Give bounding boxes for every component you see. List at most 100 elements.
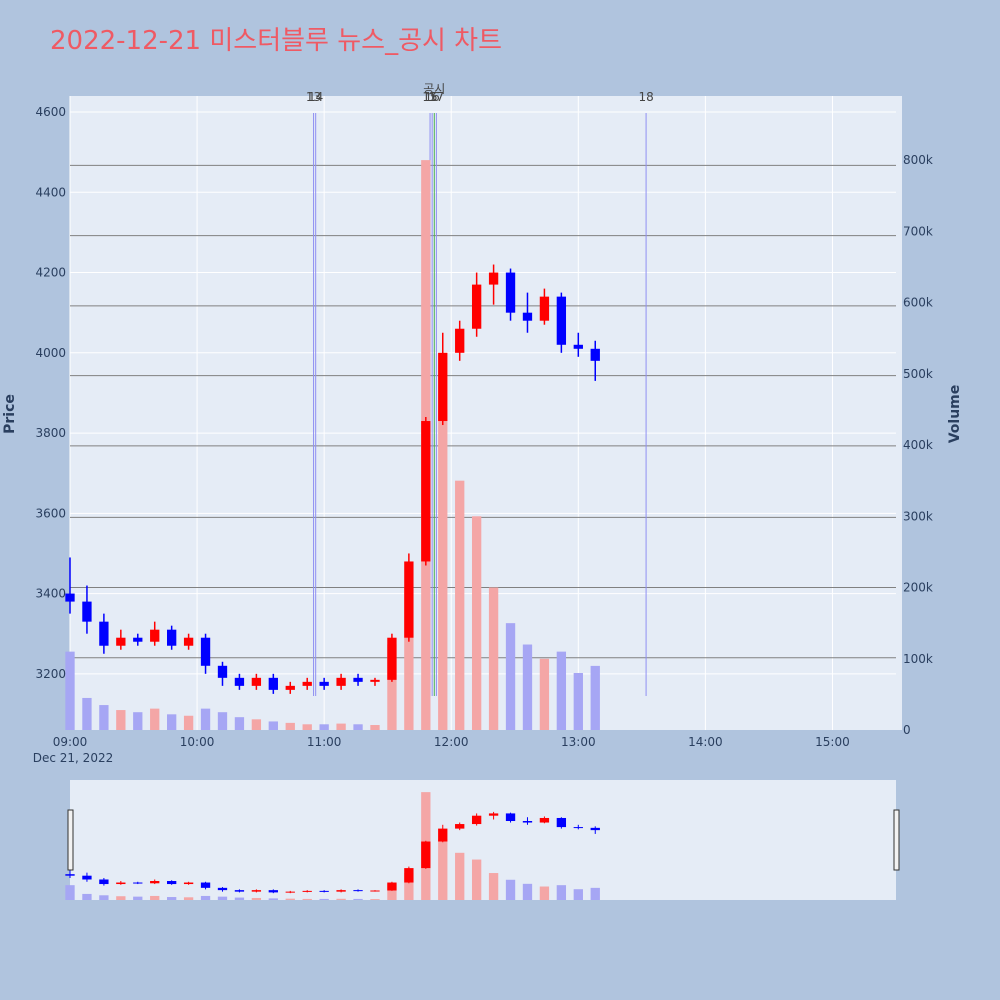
volume-bar [573, 673, 583, 730]
y-tick-label: 3600 [35, 506, 66, 520]
slider-volume-bar [539, 886, 550, 900]
slider-candle-body [387, 882, 397, 891]
x-tick-label: 12:00 [434, 735, 469, 749]
slider-candle-body [455, 824, 465, 829]
y-tick-label: 4600 [35, 105, 66, 119]
volume-bar [200, 708, 211, 730]
candle-body [99, 621, 109, 646]
slider-candle-body [150, 881, 160, 884]
news-marker-label: 15 [422, 90, 437, 104]
slider-candle-body [370, 890, 380, 892]
slider-volume-bar [268, 898, 278, 900]
y2-tick-label: 200k [903, 581, 933, 595]
candle-body [183, 637, 194, 646]
slider-volume-bar [573, 889, 583, 900]
slider-candle-body [539, 817, 550, 823]
candle-body [421, 421, 431, 562]
range-slider-right-handle[interactable] [893, 809, 900, 871]
y2-tick-label: 500k [903, 367, 933, 381]
x-date-label: Dec 21, 2022 [33, 751, 113, 765]
volume-bar [302, 724, 312, 730]
candle-body [387, 637, 397, 680]
slider-volume-bar [471, 859, 482, 900]
slider-candle-body [251, 890, 262, 892]
slider-volume-bar [438, 839, 448, 900]
main-plot-area[interactable] [70, 96, 902, 730]
slider-volume-bar [285, 898, 295, 900]
slider-candle-body [65, 874, 75, 876]
volume-bar [183, 715, 194, 730]
range-slider[interactable] [70, 780, 896, 900]
slider-volume-bar [522, 883, 533, 900]
disclosure-marker-label: 공시 [423, 82, 445, 96]
volume-bar [590, 665, 600, 730]
volume-bar [82, 697, 92, 730]
price-candles [65, 264, 600, 694]
volume-bar [522, 644, 533, 730]
volume-bar [370, 725, 380, 730]
volume-bar [438, 409, 448, 730]
y-tick-label: 4200 [35, 266, 66, 280]
range-slider-left-handle[interactable] [67, 809, 74, 871]
volume-bar [251, 719, 262, 730]
candle-body [353, 677, 363, 682]
range-slider-preview [65, 792, 600, 900]
chart-title: 2022-12-21 미스터블루 뉴스_공시 차트 [50, 26, 502, 56]
slider-candle-body [404, 868, 414, 883]
volume-bar [285, 722, 295, 730]
candle-body [471, 284, 482, 329]
slider-volume-bar [183, 897, 194, 900]
slider-volume-bar [404, 873, 414, 900]
slider-candle-body [556, 817, 567, 828]
news-marker-label: 17 [429, 90, 444, 104]
candle-body [285, 685, 295, 690]
y-tick-label: 3400 [35, 587, 66, 601]
slider-volume-bar [200, 895, 211, 900]
volume-bar [336, 723, 346, 730]
volume-bar [116, 710, 126, 730]
slider-candle-body [200, 882, 211, 888]
slider-volume-bar [150, 895, 160, 900]
slider-volume-bar [251, 897, 262, 900]
y-tick-label: 3800 [35, 426, 66, 440]
candle-body [167, 629, 177, 646]
slider-volume-bar [116, 896, 126, 900]
candle-body [539, 296, 550, 321]
volume-bar [268, 721, 278, 730]
slider-candle-body [268, 890, 278, 893]
candle-body [150, 629, 160, 642]
slider-candle-body [319, 890, 329, 892]
y2-tick-label: 400k [903, 438, 933, 452]
candle-body [573, 344, 583, 349]
y-tick-label: 3200 [35, 667, 66, 681]
slider-volume-bar [353, 898, 363, 900]
candle-body [336, 677, 346, 686]
volume-bar [471, 516, 482, 730]
news-marker-label: 14 [308, 90, 323, 104]
slider-volume-bar [455, 852, 465, 900]
slider-candle-body [99, 879, 109, 885]
y2-tick-label: 100k [903, 652, 933, 666]
axes: 3200 3400 3600 3800 4000 4200 4400 4600 09:00 10:… [33, 105, 933, 765]
volume-bar [488, 587, 499, 730]
candle-body [404, 561, 414, 638]
candle-body [488, 272, 499, 285]
slider-candle-body [421, 841, 431, 869]
slider-volume-bar [133, 896, 143, 900]
slider-candle-body [573, 827, 583, 829]
x-tick-label: 13:00 [561, 735, 596, 749]
slider-candle-body [590, 827, 600, 831]
candle-body [505, 272, 516, 313]
slider-candle-body [116, 882, 126, 885]
candle-body [251, 677, 262, 686]
grid-lines [69, 96, 896, 730]
volume-bar [234, 717, 245, 730]
slider-volume-bar [505, 879, 516, 900]
volume-bar [353, 724, 363, 730]
volume-bar [455, 480, 465, 730]
slider-candle-body [302, 890, 312, 892]
y2-tick-label: 0 [903, 723, 911, 737]
volume-bar [319, 724, 329, 730]
volume-bar [99, 705, 109, 730]
candle-body [590, 348, 600, 361]
